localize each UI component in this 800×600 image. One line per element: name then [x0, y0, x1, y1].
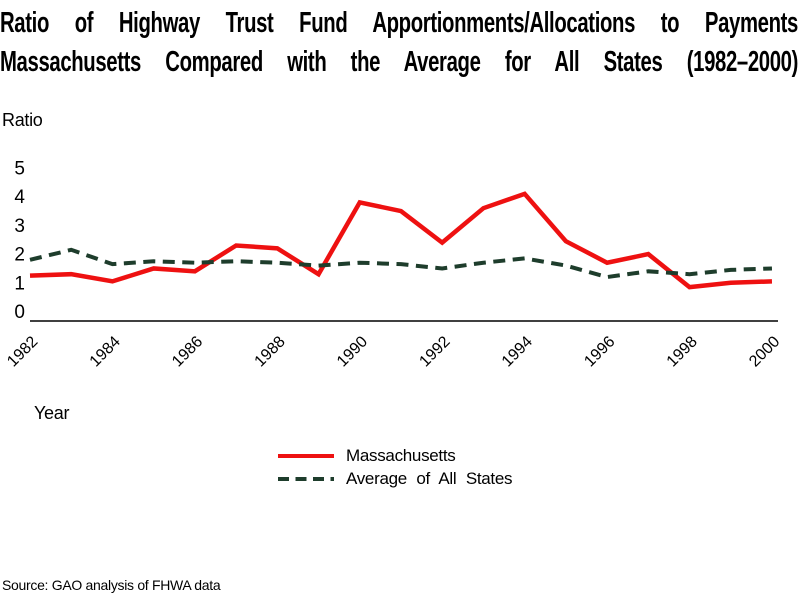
legend-item-massachusetts: Massachusetts — [278, 444, 512, 467]
y-tick-label: 1 — [14, 273, 25, 294]
x-tick-label: 1982 — [4, 333, 41, 370]
x-axis-title: Year — [34, 403, 70, 423]
y-tick-label: 5 — [14, 159, 25, 180]
legend-label: Massachusetts — [346, 445, 456, 465]
series-line-average-of-all-states — [29, 247, 773, 280]
solid-line-swatch — [278, 453, 334, 458]
x-tick-label: 1992 — [416, 333, 453, 370]
series-line-massachusetts — [29, 191, 773, 290]
y-tick-label: 4 — [14, 187, 25, 208]
chart-title-line1: Ratio of Highway Trust Fund Apportionmen… — [0, 7, 798, 39]
y-tick-label: 2 — [14, 245, 25, 266]
dashed-line-swatch — [278, 476, 334, 481]
y-tick-label: 0 — [14, 302, 25, 323]
legend: Massachusetts Average of All States — [278, 444, 513, 490]
line-chart: 5 4 3 2 1 0 1982 1984 1986 1988 1990 1992 1994 1996 19… — [4, 159, 783, 371]
x-tick-label: 1994 — [499, 333, 536, 370]
x-tick-label: 1998 — [664, 333, 701, 370]
y-axis-title: Ratio — [2, 110, 43, 130]
x-tick-label: 1988 — [252, 333, 289, 370]
legend-item-average-all-states: Average of All States — [278, 467, 513, 490]
x-tick-label: 2000 — [746, 333, 783, 370]
source-note: Source: GAO analysis of FHWA data — [2, 577, 221, 593]
x-tick-label: 1986 — [169, 333, 206, 370]
y-tick-label: 3 — [14, 216, 25, 237]
x-tick-label: 1984 — [87, 333, 124, 370]
x-tick-label: 1990 — [334, 333, 371, 370]
legend-label: Average of All States — [346, 468, 513, 488]
x-tick-label: 1996 — [581, 333, 618, 370]
chart-title-line2: Massachusetts Compared with the Average … — [0, 46, 798, 78]
